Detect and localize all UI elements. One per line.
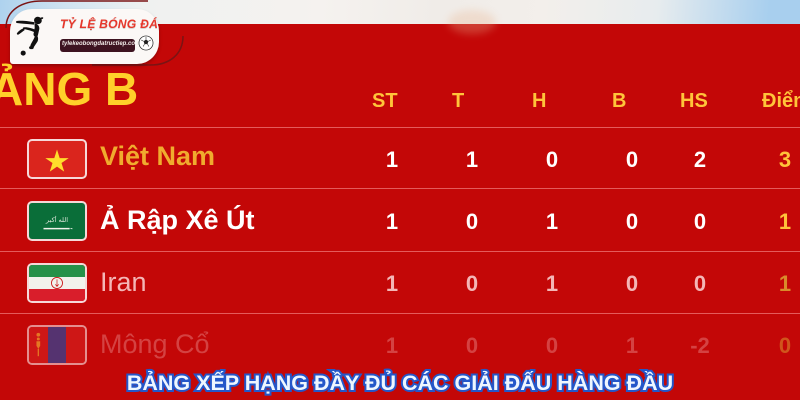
svg-text:الله أكبر: الله أكبر [45, 214, 68, 224]
